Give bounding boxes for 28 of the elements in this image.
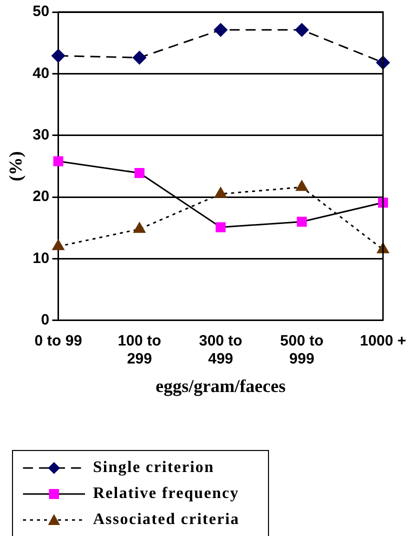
y-axis-title: (%) (5, 151, 26, 182)
point (132, 50, 146, 64)
y-tick-label: 50 (32, 3, 50, 20)
point (53, 156, 64, 166)
legend-label: Relative frequency (93, 485, 240, 503)
point (134, 222, 146, 233)
point (296, 216, 307, 227)
x-tick-label: 0 to 99 (34, 332, 82, 350)
x-tick-label: 100 to 299 (118, 332, 162, 368)
y-tick-label: 20 (32, 188, 50, 206)
legend-label: Associated criteria (93, 511, 240, 529)
y-tick-label: 40 (32, 64, 50, 82)
x-tick-label: 500 to 999 (280, 332, 324, 368)
point (295, 23, 309, 37)
point (52, 240, 64, 250)
x-tick-label: 1000 + (360, 332, 406, 350)
y-tick-label: 10 (32, 250, 50, 267)
x-tick-label: 300 to 499 (198, 332, 242, 368)
point (52, 49, 66, 63)
point (134, 168, 144, 178)
point (214, 23, 228, 37)
point (296, 180, 308, 191)
y-tick-label: 30 (32, 126, 50, 144)
x-axis-title: eggs/gram/faeces (156, 376, 286, 396)
y-tick-label: 0 (40, 312, 50, 329)
legend-label: Single criterion (93, 459, 214, 477)
point (214, 187, 227, 198)
point (216, 222, 226, 232)
